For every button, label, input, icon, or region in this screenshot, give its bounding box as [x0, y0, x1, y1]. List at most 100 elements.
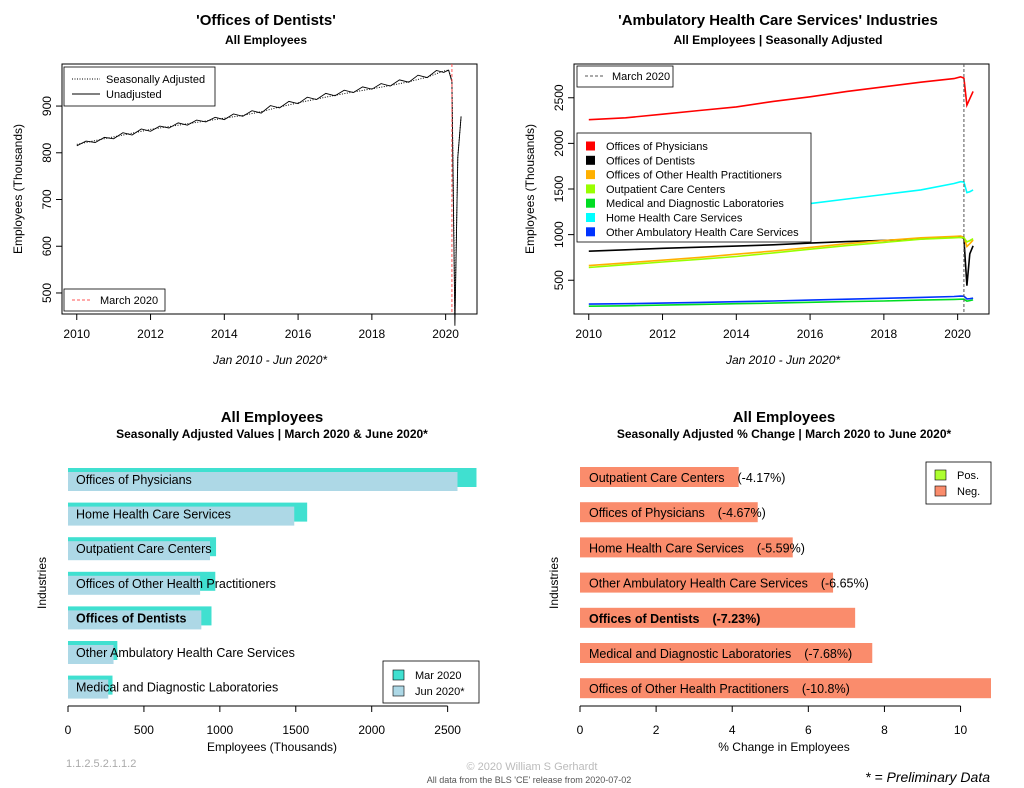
chart1-marker-legend-box: [63, 288, 166, 312]
legend-item: Offices of Other Health Practitioners: [606, 170, 782, 182]
pct-change-bar: [580, 572, 834, 593]
x-tick-label: 4: [729, 723, 736, 737]
y-tick-label: 2000: [552, 130, 566, 157]
x-tick-label: 500: [134, 723, 154, 737]
bar-category-label: Outpatient Care Centers (-4.17%): [589, 471, 785, 485]
unadjusted-line: [76, 69, 462, 326]
bar-category-label: Other Ambulatory Health Care Services (-6…: [589, 577, 869, 591]
chart1-plot-frame: [61, 63, 478, 315]
bar-value-label: (-6.65%): [821, 577, 869, 591]
bar-jun-2020: [68, 679, 109, 699]
chart4-legend-item-pos: Pos.: [957, 470, 979, 482]
y-tick-label: 500: [552, 270, 566, 290]
legend-swatch: [586, 227, 595, 237]
bar-category-label: Offices of Other Health Practitioners: [76, 577, 276, 591]
y-tick-label: 2500: [552, 84, 566, 111]
bar-category-text: Offices of Other Health Practitioners: [589, 682, 789, 696]
legend-swatch: [586, 213, 595, 222]
bar-category-label: Home Health Care Services (-5.59%): [589, 541, 805, 555]
chart3-y-label: Industries: [35, 557, 49, 609]
chart1-y-axis: 500 600 700 800 900: [40, 96, 62, 303]
bar-category-text: Medical and Diagnostic Laboratories: [589, 647, 791, 661]
legend-item: Offices of Dentists: [606, 155, 696, 167]
chart4-subtitle: Seasonally Adjusted % Change | March 202…: [617, 427, 952, 441]
bar-category-label: Outpatient Care Centers: [76, 542, 212, 556]
x-tick-label: 2014: [723, 327, 750, 341]
legend-swatch: [586, 141, 595, 151]
chart3-title: All Employees: [221, 409, 324, 426]
chart3-legend-item-mar: Mar 2020: [415, 670, 461, 682]
chart2-marker-legend: March 2020: [576, 65, 674, 88]
y-tick-label: 800: [40, 142, 54, 162]
bar-category-text: Other Ambulatory Health Care Services: [589, 577, 808, 591]
legend-swatch: [586, 170, 595, 180]
bar-value-label: (-7.23%): [712, 612, 760, 626]
chart1-legend: Seasonally Adjusted Unadjusted: [63, 66, 216, 107]
chart2-y-axis: 500 1000 1500 2000 2500: [552, 84, 574, 290]
x-tick-label: 6: [805, 723, 812, 737]
bar-category-label: Offices of Physicians (-4.67%): [589, 506, 766, 520]
chart1-marker-legend-label: March 2020: [100, 295, 158, 307]
pct-change-bar: [580, 537, 793, 558]
chart3-x-label: Employees (Thousands): [207, 740, 337, 754]
chart4-x-axis: 0 2 4 6 8 10: [577, 705, 968, 737]
bar-category-label: Offices of Dentists (-7.23%): [589, 612, 760, 626]
bar-category-text: Offices of Physicians: [589, 506, 705, 520]
chart1-legend-item-sa: Seasonally Adjusted: [106, 74, 205, 86]
chart1-y-label: Employees (Thousands): [11, 124, 25, 254]
x-tick-label: 2016: [285, 327, 312, 341]
chart4-legend-item-neg: Neg.: [957, 486, 980, 498]
legend-item: Offices of Physicians: [606, 141, 708, 153]
bar-value-label: (-5.59%): [757, 541, 805, 555]
bar-category-label: Offices of Other Health Practitioners (-1…: [589, 682, 850, 696]
copyright-label: © 2020 William S Gerhardt: [467, 761, 598, 773]
x-tick-label: 2020: [432, 327, 459, 341]
y-tick-label: 700: [40, 189, 54, 209]
x-tick-label: 0: [65, 723, 72, 737]
chart1-x-label: Jan 2010 - Jun 2020*: [212, 353, 327, 367]
bar-category-text: Outpatient Care Centers: [589, 471, 725, 485]
x-tick-label: 1000: [207, 723, 234, 737]
dentists-line-panel: 'Offices of Dentists' All Employees 2010…: [11, 12, 478, 367]
bar-jun-2020: [68, 575, 201, 595]
chart4-legend-swatch-pos: [934, 469, 947, 481]
chart1-x-axis: 2010 2012 2014 2016 2018 2020: [63, 314, 459, 341]
pct-change-bar: [580, 678, 991, 699]
legend-item: Other Ambulatory Health Care Services: [606, 227, 799, 239]
chart2-x-axis: 2010 2012 2014 2016 2018 2020: [575, 314, 971, 341]
series-line: [588, 295, 974, 305]
x-tick-label: 0: [577, 723, 584, 737]
footer: 1.1.2.5.2.1.1.2 © 2020 William S Gerhard…: [66, 758, 990, 785]
series-line: [588, 235, 974, 267]
pct-change-bar: [580, 502, 758, 523]
source-note: All data from the BLS 'CE' release from …: [427, 775, 632, 785]
x-tick-label: 2018: [359, 327, 386, 341]
values-bar-panel: All Employees Seasonally Adjusted Values…: [35, 409, 480, 754]
chart1-subtitle: All Employees: [225, 33, 307, 47]
chart3-legend: Mar 2020 Jun 2020*: [382, 660, 480, 704]
y-tick-label: 1000: [552, 221, 566, 248]
series-line: [588, 236, 974, 286]
pct-change-bar: [580, 607, 856, 628]
x-tick-label: 2014: [211, 327, 238, 341]
bar-category-text: Home Health Care Services: [589, 541, 744, 555]
chart2-title: 'Ambulatory Health Care Services' Indust…: [618, 12, 938, 29]
bar-jun-2020: [68, 645, 114, 664]
chart2-marker-legend-box: [576, 65, 674, 88]
pct-change-bar: [580, 467, 739, 487]
y-tick-label: 600: [40, 236, 54, 256]
x-tick-label: 1500: [282, 723, 309, 737]
chart3-bars: Offices of Physicians Home Health Care Se…: [68, 468, 477, 699]
x-tick-label: 2: [653, 723, 660, 737]
bar-value-label: (-7.68%): [804, 647, 852, 661]
chart2-legend-box: [576, 132, 812, 243]
chart4-legend-swatch-neg: [934, 485, 947, 497]
y-tick-label: 500: [40, 283, 54, 303]
chart2-legend: Offices of Physicians Offices of Dentists…: [576, 132, 812, 243]
x-tick-label: 8: [881, 723, 888, 737]
legend-swatch: [586, 198, 595, 208]
legend-item: Medical and Diagnostic Laboratories: [606, 198, 784, 210]
chart2-x-label: Jan 2010 - Jun 2020*: [725, 353, 840, 367]
chart1-marker-legend: March 2020: [63, 288, 166, 312]
chart3-legend-swatch-jun: [392, 685, 405, 697]
